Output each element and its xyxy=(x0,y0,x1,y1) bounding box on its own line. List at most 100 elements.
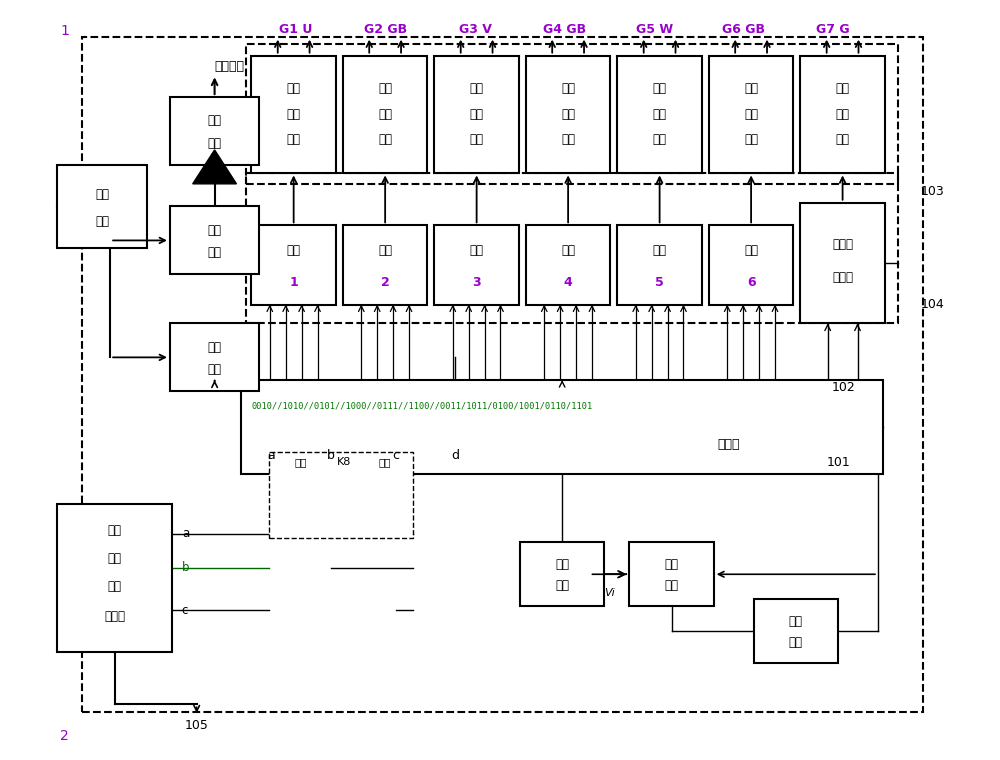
Text: 变频: 变频 xyxy=(108,553,122,565)
Text: 互锁: 互锁 xyxy=(470,82,484,95)
Text: G1 U: G1 U xyxy=(279,23,313,36)
Text: G2 GB: G2 GB xyxy=(364,23,407,36)
Bar xyxy=(82,36,923,712)
Text: 给定: 给定 xyxy=(555,558,569,572)
Bar xyxy=(709,55,793,173)
Text: 互锁: 互锁 xyxy=(744,82,758,95)
Bar xyxy=(526,55,610,173)
Text: 驱动: 驱动 xyxy=(287,133,301,146)
Text: 脉宽调: 脉宽调 xyxy=(832,239,853,252)
Text: 或门: 或门 xyxy=(287,244,301,257)
Bar xyxy=(709,225,793,305)
Text: 互锁: 互锁 xyxy=(378,82,392,95)
Text: 降压: 降压 xyxy=(95,188,109,201)
Text: 0010//1010//0101//1000//0111//1100//0011/1011/0100/1001/0110/1101: 0010//1010//0101//1000//0111//1100//0011… xyxy=(251,402,593,411)
Text: 整流: 整流 xyxy=(95,215,109,228)
Text: 隔离: 隔离 xyxy=(836,108,850,121)
Text: 正转: 正转 xyxy=(295,457,307,467)
Text: 驱动: 驱动 xyxy=(378,133,392,146)
Text: 工作电源: 工作电源 xyxy=(215,60,245,74)
Text: 或门: 或门 xyxy=(470,244,484,257)
Text: b: b xyxy=(182,561,189,575)
Text: c: c xyxy=(392,449,399,462)
Bar xyxy=(754,599,838,663)
Text: 3: 3 xyxy=(472,276,481,289)
Text: 4: 4 xyxy=(564,276,572,289)
Text: 6: 6 xyxy=(747,276,755,289)
Text: 驱动: 驱动 xyxy=(561,133,575,146)
Bar xyxy=(170,324,259,391)
Text: 互锁: 互锁 xyxy=(287,82,301,95)
Text: c: c xyxy=(182,604,188,617)
Text: 或门: 或门 xyxy=(653,244,667,257)
Text: 或门: 或门 xyxy=(378,244,392,257)
Text: 电流: 电流 xyxy=(555,579,569,592)
Text: 隔离: 隔离 xyxy=(561,108,575,121)
Text: 103: 103 xyxy=(921,185,944,198)
Text: K8: K8 xyxy=(337,457,351,467)
Text: a: a xyxy=(182,527,189,540)
Text: 2: 2 xyxy=(60,729,69,743)
Text: 105: 105 xyxy=(185,719,209,732)
Text: 电路: 电路 xyxy=(208,246,222,259)
Text: 隔离: 隔离 xyxy=(287,108,301,121)
Bar xyxy=(241,380,883,474)
Text: 反转: 反转 xyxy=(378,457,391,467)
Text: 译码器: 译码器 xyxy=(718,438,740,451)
Text: 隔离: 隔离 xyxy=(378,108,392,121)
Text: 驱动: 驱动 xyxy=(470,133,484,146)
Bar xyxy=(246,173,898,324)
Bar xyxy=(520,542,604,606)
Bar xyxy=(269,451,413,538)
Bar xyxy=(800,55,885,173)
Text: G7 G: G7 G xyxy=(816,23,850,36)
Text: 三相: 三相 xyxy=(108,524,122,537)
Text: 102: 102 xyxy=(831,381,855,394)
Text: G3 V: G3 V xyxy=(459,23,492,36)
Text: 互锁: 互锁 xyxy=(836,82,850,95)
Text: 或门: 或门 xyxy=(561,244,575,257)
Text: 或门: 或门 xyxy=(744,244,758,257)
Bar xyxy=(800,203,885,324)
Bar xyxy=(246,44,898,184)
Bar xyxy=(251,225,336,305)
Text: G5 W: G5 W xyxy=(636,23,673,36)
Bar xyxy=(629,542,714,606)
Bar xyxy=(617,55,702,173)
Text: 脉冲: 脉冲 xyxy=(208,363,222,376)
Bar xyxy=(434,225,519,305)
Text: d: d xyxy=(451,449,459,462)
Bar xyxy=(526,225,610,305)
Text: 检测: 检测 xyxy=(665,579,679,592)
Bar xyxy=(57,505,172,651)
Text: 隔离: 隔离 xyxy=(744,108,758,121)
Text: 发生器: 发生器 xyxy=(104,610,125,622)
Text: 检测: 检测 xyxy=(789,636,803,649)
Bar xyxy=(251,55,336,173)
Text: b: b xyxy=(327,449,335,462)
Text: Vi: Vi xyxy=(604,588,615,598)
Text: 隔离: 隔离 xyxy=(653,108,667,121)
Text: 驱动: 驱动 xyxy=(744,133,758,146)
Text: 滤波: 滤波 xyxy=(208,114,222,128)
Text: 电流: 电流 xyxy=(665,558,679,572)
Text: 电压: 电压 xyxy=(789,615,803,628)
Text: 信号: 信号 xyxy=(108,581,122,594)
Bar xyxy=(170,207,259,274)
Text: 1: 1 xyxy=(60,24,69,39)
Text: 隔离: 隔离 xyxy=(470,108,484,121)
Text: 驱动: 驱动 xyxy=(653,133,667,146)
Bar xyxy=(343,55,427,173)
Bar xyxy=(434,55,519,173)
Bar xyxy=(57,165,147,248)
Polygon shape xyxy=(193,150,236,184)
Text: 制模块: 制模块 xyxy=(832,271,853,284)
Text: G6 GB: G6 GB xyxy=(722,23,765,36)
Text: 104: 104 xyxy=(921,298,944,311)
Text: 101: 101 xyxy=(826,457,850,470)
Text: 1: 1 xyxy=(289,276,298,289)
Text: 驱动: 驱动 xyxy=(836,133,850,146)
Bar xyxy=(170,97,259,165)
Text: 整形: 整形 xyxy=(208,223,222,237)
Text: 互锁: 互锁 xyxy=(561,82,575,95)
